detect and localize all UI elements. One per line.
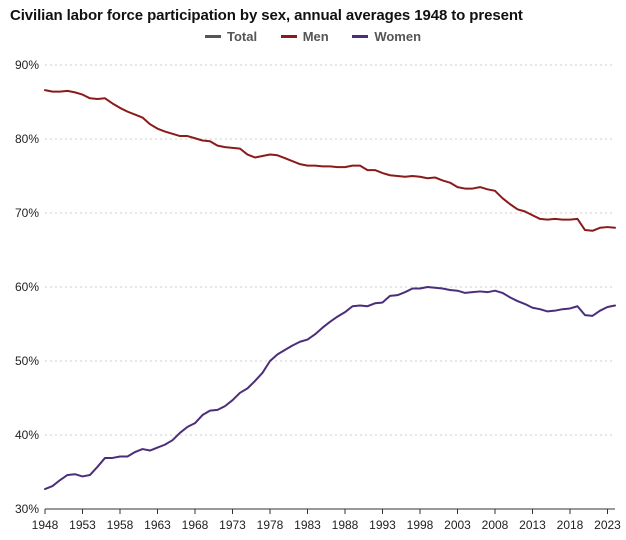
legend-label-men: Men [302, 29, 329, 45]
y-tick-label-50: 50% [15, 354, 39, 368]
y-tick-label-40: 40% [15, 428, 39, 442]
y-tick-label-70: 70% [15, 206, 39, 220]
x-tick-label-2023: 2023 [594, 518, 621, 532]
x-tick-label-1993: 1993 [369, 518, 396, 532]
legend-label-total: Total [226, 29, 258, 45]
x-tick-label-2018: 2018 [557, 518, 584, 532]
legend-label-women: Women [374, 29, 422, 45]
x-tick-label-2008: 2008 [482, 518, 509, 532]
chart-title: Civilian labor force participation by se… [10, 7, 523, 24]
y-tick-label-30: 30% [15, 502, 39, 516]
x-tick-label-1968: 1968 [182, 518, 209, 532]
series-line-men[interactable] [44, 89, 616, 232]
legend-item-men[interactable]: Men [280, 29, 329, 45]
axes: 30% 40% 50% 60% 70% 80% 90% 1948 1953 1958 1963 196… [15, 58, 621, 532]
gridlines [45, 64, 615, 436]
x-tick-label-1978: 1978 [257, 518, 284, 532]
x-tick-label-1953: 1953 [69, 518, 96, 532]
x-tick-label-1973: 1973 [219, 518, 246, 532]
legend-swatch-women [352, 35, 369, 39]
series-lines [44, 89, 616, 491]
x-tick-label-2003: 2003 [444, 518, 471, 532]
legend-item-total[interactable]: Total [204, 29, 258, 45]
x-tick-label-1963: 1963 [144, 518, 171, 532]
y-tick-label-80: 80% [15, 132, 39, 146]
legend-swatch-men [280, 35, 297, 39]
x-tick-label-1998: 1998 [407, 518, 434, 532]
legend-swatch-total [204, 35, 221, 39]
x-tick-label-1983: 1983 [294, 518, 321, 532]
y-tick-label-90: 90% [15, 58, 39, 72]
x-tick-label-1948: 1948 [32, 518, 59, 532]
chart-legend: Total Men Women [0, 28, 626, 44]
series-line-women[interactable] [44, 286, 616, 491]
x-tick-label-2013: 2013 [519, 518, 546, 532]
x-tick-label-1988: 1988 [332, 518, 359, 532]
x-tick-label-1958: 1958 [107, 518, 134, 532]
legend-item-women[interactable]: Women [352, 29, 421, 44]
y-tick-label-60: 60% [15, 280, 39, 294]
